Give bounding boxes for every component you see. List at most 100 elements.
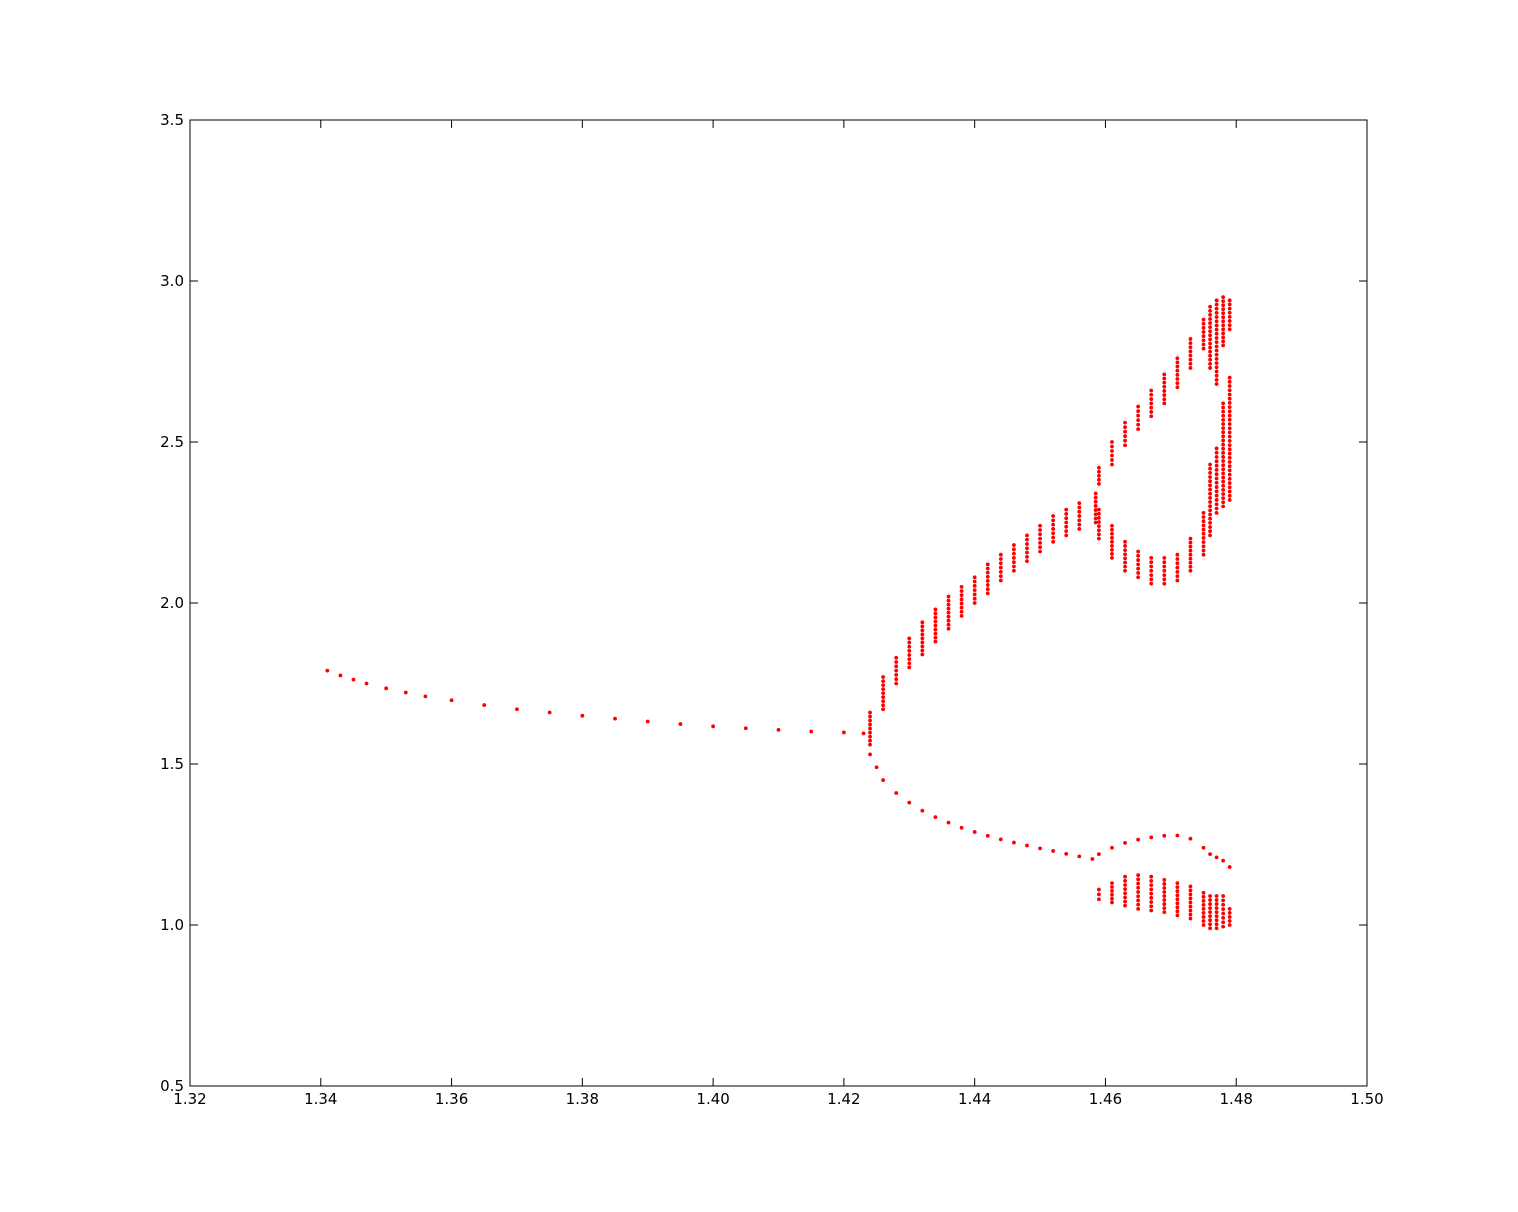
data-point <box>580 713 585 718</box>
data-point <box>881 707 886 712</box>
data-point <box>1227 498 1232 502</box>
data-point <box>1214 922 1219 927</box>
data-point <box>985 570 990 575</box>
data-point <box>1221 422 1226 426</box>
data-point <box>868 714 872 719</box>
data-point <box>1201 540 1206 545</box>
data-point <box>1201 317 1206 322</box>
data-point <box>985 833 990 838</box>
data-point <box>1227 396 1232 401</box>
data-point <box>1123 544 1127 548</box>
data-point <box>1097 481 1101 486</box>
data-point <box>1227 438 1232 443</box>
data-point <box>868 722 872 727</box>
data-point <box>1221 327 1226 332</box>
data-point <box>881 695 886 700</box>
data-point <box>1188 908 1193 913</box>
data-point <box>841 730 846 735</box>
data-point <box>1188 564 1193 569</box>
data-point <box>325 668 330 673</box>
data-point <box>1064 520 1069 525</box>
data-point <box>1208 333 1212 338</box>
data-point <box>482 703 487 707</box>
data-point <box>907 636 912 641</box>
data-point <box>1227 417 1232 422</box>
data-point <box>1097 528 1101 533</box>
data-point <box>1201 531 1206 536</box>
data-point <box>1214 498 1219 502</box>
data-point <box>920 620 925 625</box>
data-point <box>1221 496 1226 501</box>
data-point <box>1136 890 1141 894</box>
data-point <box>1064 524 1069 529</box>
data-point <box>1123 840 1127 845</box>
data-point <box>1110 449 1114 453</box>
data-point <box>946 626 951 631</box>
data-point <box>1136 422 1141 427</box>
data-point <box>1214 450 1219 455</box>
data-point <box>1175 368 1180 373</box>
data-point <box>1149 581 1154 586</box>
data-point <box>959 605 964 610</box>
data-point <box>1038 528 1042 532</box>
data-point <box>1175 893 1180 898</box>
data-point <box>1208 321 1212 325</box>
data-point <box>1188 544 1193 549</box>
data-point <box>1123 425 1127 430</box>
data-point <box>1214 302 1219 307</box>
data-point <box>1012 547 1016 552</box>
data-point <box>1214 298 1219 303</box>
data-point <box>894 681 899 686</box>
x-tick-label: 1.40 <box>696 1090 729 1108</box>
data-point <box>959 609 964 614</box>
y-tick-label: 2.5 <box>160 433 184 451</box>
data-point <box>972 592 977 597</box>
data-point <box>1214 315 1219 319</box>
data-point <box>1188 337 1193 341</box>
data-point <box>959 597 964 602</box>
data-point <box>1162 380 1167 385</box>
data-point <box>1227 401 1232 405</box>
data-point <box>1136 562 1141 567</box>
data-point <box>1123 564 1127 569</box>
data-point <box>1136 409 1141 413</box>
data-point <box>920 624 925 629</box>
data-point <box>1208 487 1212 492</box>
data-point <box>1149 397 1154 401</box>
x-tick-label: 1.32 <box>173 1090 206 1108</box>
data-point <box>1123 539 1127 544</box>
data-point <box>1123 895 1127 900</box>
data-point <box>1110 892 1114 897</box>
data-point <box>946 618 951 623</box>
data-point <box>1064 529 1069 533</box>
data-point <box>1162 886 1167 890</box>
data-point <box>1227 323 1232 328</box>
data-point <box>1227 384 1232 388</box>
data-point <box>933 619 938 624</box>
data-point <box>1208 512 1212 517</box>
data-point <box>1093 504 1098 508</box>
data-point <box>881 778 886 782</box>
data-point <box>1201 845 1206 850</box>
data-point <box>1038 540 1042 545</box>
data-point <box>972 579 977 584</box>
data-point <box>1227 302 1232 307</box>
data-point <box>1214 502 1219 507</box>
data-point <box>1136 894 1141 899</box>
data-point <box>1201 536 1206 540</box>
data-point <box>1136 558 1141 562</box>
data-point <box>1136 549 1141 554</box>
data-point <box>1201 894 1206 899</box>
data-point <box>1038 549 1042 554</box>
data-point <box>1208 902 1212 906</box>
data-point <box>1051 535 1056 540</box>
data-point <box>1201 515 1206 519</box>
data-point <box>1110 453 1114 458</box>
data-point <box>1175 385 1180 390</box>
data-point <box>1162 393 1167 397</box>
data-point <box>1208 475 1212 479</box>
data-point <box>1214 918 1219 923</box>
data-point <box>920 808 925 813</box>
data-point <box>1136 898 1141 903</box>
data-point <box>1201 527 1206 532</box>
